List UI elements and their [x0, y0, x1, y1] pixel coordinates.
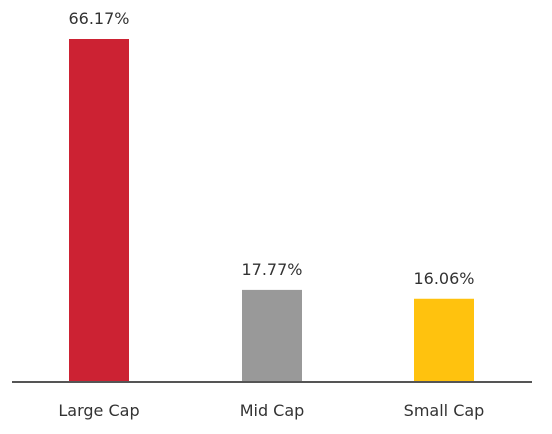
bars-group	[69, 39, 474, 382]
bar-small-cap	[414, 298, 474, 382]
tick-labels-group: Large Cap Mid Cap Small Cap	[58, 401, 484, 420]
data-label-mid-cap: 17.77%	[241, 260, 302, 279]
data-labels-group: 66.17% 17.77% 16.06%	[68, 9, 474, 288]
data-label-small-cap: 16.06%	[413, 269, 474, 288]
tick-label-small-cap: Small Cap	[404, 401, 485, 420]
bar-large-cap	[69, 39, 129, 382]
data-label-large-cap: 66.17%	[68, 9, 129, 28]
tick-label-large-cap: Large Cap	[58, 401, 139, 420]
bar-mid-cap	[242, 289, 302, 382]
tick-label-mid-cap: Mid Cap	[240, 401, 305, 420]
